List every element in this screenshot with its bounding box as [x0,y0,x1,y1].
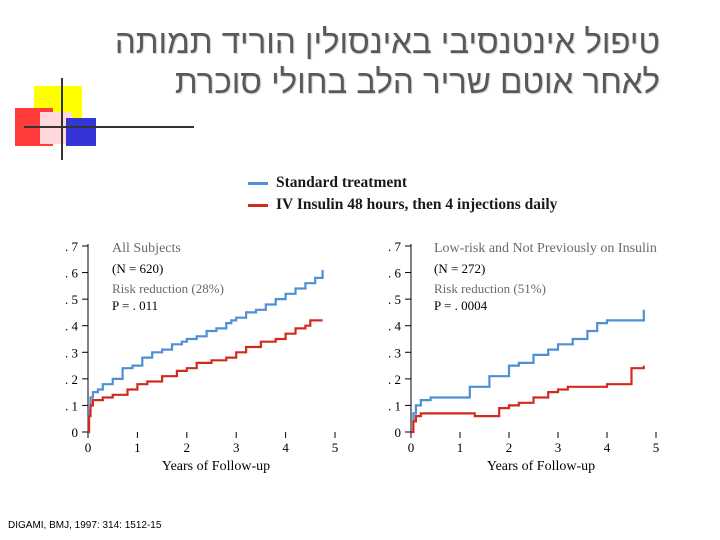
legend-label-standard: Standard treatment [276,174,408,191]
chart1-y-tick-label: . 2 [65,372,78,387]
chart2-x-tick-label: 3 [555,440,562,455]
legend-label-insulin: IV Insulin 48 hours, then 4 injections d… [276,196,558,213]
legend-swatch-insulin [248,203,268,207]
chart1-x-tick-label: 5 [332,440,339,455]
title-line-1: טיפול אינטנסיבי באינסולין הוריד תמותה [114,23,660,60]
chart2-y-tick-label: . 3 [388,345,401,360]
chart2-y-tick-label: 0 [395,425,402,440]
chart1-annotation: P = . 011 [112,298,158,313]
chart2-x-tick-label: 0 [408,440,415,455]
slide-title: טיפול אינטנסיבי באינסולין הוריד תמותה לא… [60,22,660,102]
chart2-y-tick-label: . 7 [388,239,402,254]
chart2-x-axis-label: Years of Follow-up [487,459,595,474]
chart1-title: All Subjects [112,241,181,256]
chart-legend: Standard treatment IV Insulin 48 hours, … [248,172,557,216]
chart2-series-insulin-line [411,365,645,434]
chart2-y-tick-label: . 6 [388,266,402,281]
chart1-y-tick-label: . 1 [65,398,78,413]
chart2-x-tick-label: 4 [604,440,611,455]
title-line-2: לאחר אוטם שריר הלב בחולי סוכרת [174,63,660,100]
chart2-y-tick-label: . 2 [388,372,401,387]
chart1-x-tick-label: 1 [134,440,141,455]
chart2-y-tick-label: . 5 [388,292,401,307]
decor-blue-square [66,118,96,146]
chart2-title: Low-risk and Not Previously on Insulin [434,241,657,256]
chart1-y-tick-label: . 3 [65,345,78,360]
chart1-x-tick-label: 2 [184,440,191,455]
chart2-annotation: (N = 272) [434,261,485,276]
decor-horizontal-line [24,126,194,128]
chart2-y-tick-label: . 4 [388,319,402,334]
chart1-x-tick-label: 3 [233,440,240,455]
chart1-x-axis-label: Years of Follow-up [162,459,270,474]
chart1-y-tick-label: . 7 [65,239,79,254]
chart2-x-tick-label: 1 [457,440,464,455]
decor-vertical-line [61,78,63,160]
chart2-annotation: P = . 0004 [434,298,488,313]
chart1-x-tick-label: 4 [282,440,289,455]
chart1-annotation: Risk reduction (28%) [112,281,224,296]
chart2-x-tick-label: 2 [506,440,513,455]
chart1-y-tick-label: . 5 [65,292,78,307]
chart2-series-standard-line [411,309,645,434]
chart1-x-tick-label: 0 [85,440,92,455]
legend-swatch-standard [248,181,268,185]
chart2-x-tick-label: 5 [653,440,660,455]
legend-item-standard: Standard treatment [248,172,557,194]
chart2-y-tick-label: . 1 [388,398,401,413]
chart1-annotation: (N = 620) [112,261,163,276]
legend-item-insulin: IV Insulin 48 hours, then 4 injections d… [248,194,557,216]
chart2-annotation: Risk reduction (51%) [434,281,546,296]
chart1-y-tick-label: . 6 [65,266,79,281]
chart1-series-insulin-line [87,319,323,434]
chart1-y-tick-label: . 4 [65,319,79,334]
chart1-series-standard-line [87,269,324,434]
source-citation: DIGAMI, BMJ, 1997: 314: 1512-15 [8,520,162,531]
chart1-y-tick-label: 0 [72,425,79,440]
